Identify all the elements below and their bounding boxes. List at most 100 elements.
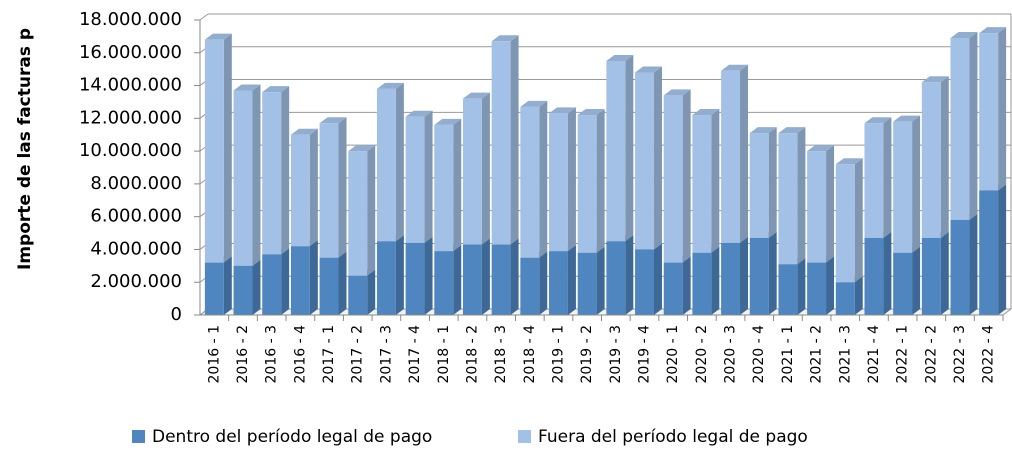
bar-top — [376, 82, 404, 89]
x-tick-label: 2020 - 3 — [723, 325, 739, 384]
bar — [692, 252, 712, 315]
bar — [319, 123, 339, 258]
x-tick-label: 2021 - 4 — [866, 325, 882, 384]
bar-top — [778, 127, 806, 134]
bar-side — [826, 145, 835, 263]
x-tick-label: 2018 - 1 — [436, 325, 452, 384]
bar — [491, 244, 511, 315]
bar — [348, 275, 368, 315]
bar — [979, 190, 999, 315]
bar-side — [625, 54, 634, 242]
bar-side — [854, 276, 863, 315]
bar — [921, 82, 941, 238]
x-tick-label: 2017 - 4 — [407, 325, 423, 384]
bar — [491, 41, 511, 245]
bar — [835, 282, 855, 315]
bar-side — [998, 184, 1007, 315]
bar-side — [682, 89, 691, 263]
bar — [204, 39, 224, 263]
bar-side — [912, 246, 921, 315]
x-tick-label: 2019 - 4 — [637, 325, 653, 384]
bar-side — [223, 256, 232, 315]
x-tick-label: 2016 - 1 — [206, 325, 222, 384]
bar-side — [539, 251, 548, 315]
legend-swatch — [132, 430, 145, 443]
bar-side — [711, 246, 720, 315]
bar — [749, 237, 769, 315]
bar-top — [233, 84, 261, 91]
bar-side — [797, 127, 806, 265]
bar — [921, 237, 941, 315]
bar-top — [491, 35, 519, 42]
bar-side — [883, 117, 892, 238]
bar — [721, 242, 741, 315]
bar — [606, 60, 626, 242]
bar-side — [481, 238, 490, 315]
bar — [376, 88, 396, 242]
bar-top — [319, 117, 347, 124]
bar — [405, 116, 425, 243]
x-tick-label: 2016 - 4 — [292, 325, 308, 384]
bar-side — [768, 231, 777, 315]
bar — [520, 257, 540, 315]
x-tick-label: 2019 - 1 — [550, 325, 566, 384]
bar-side — [395, 235, 404, 315]
bar — [864, 237, 884, 315]
bar-side — [453, 245, 462, 315]
y-tick-label: 12.000.000 — [79, 107, 182, 128]
x-tick-label: 2016 - 3 — [264, 325, 280, 384]
x-tick-label: 2021 - 2 — [809, 325, 825, 384]
bar — [462, 244, 482, 315]
bar — [348, 151, 368, 276]
bar-top — [405, 110, 433, 117]
bar-top — [549, 107, 576, 114]
legend-swatch — [518, 430, 531, 443]
bar — [290, 134, 310, 247]
bar-top — [577, 109, 605, 116]
x-tick-label: 2020 - 1 — [665, 325, 681, 384]
x-tick-label: 2017 - 3 — [378, 325, 394, 384]
x-tick-label: 2022 - 1 — [895, 325, 911, 384]
y-tick-label: 6.000.000 — [90, 206, 182, 227]
bar-top — [262, 86, 290, 93]
x-tick-label: 2022 - 2 — [923, 325, 939, 384]
x-tick-label: 2019 - 3 — [608, 325, 624, 384]
bar-side — [883, 231, 892, 315]
x-tick-label: 2018 - 3 — [493, 325, 509, 384]
bar-side — [481, 92, 490, 245]
bar-side — [596, 246, 605, 315]
bar-top — [348, 145, 376, 152]
x-tick-label: 2020 - 2 — [694, 325, 710, 384]
bar — [434, 251, 454, 315]
bar — [721, 70, 741, 243]
bar-side — [740, 236, 749, 315]
bar-side — [768, 127, 777, 238]
bar-side — [338, 117, 347, 258]
bar-side — [711, 109, 720, 253]
bar-side — [510, 35, 519, 245]
bar-top — [635, 66, 662, 73]
bar — [204, 262, 224, 315]
bar — [950, 219, 970, 315]
bar-side — [281, 86, 290, 255]
bar-side — [940, 231, 949, 315]
bar-side — [940, 76, 949, 238]
bar — [262, 254, 282, 315]
bar-top — [749, 127, 777, 134]
bar — [290, 246, 310, 315]
bar-side — [424, 236, 433, 315]
bar — [835, 164, 855, 283]
bar-side — [653, 66, 662, 250]
bar — [577, 252, 597, 315]
bar-top — [893, 115, 921, 122]
x-tick-label: 2018 - 4 — [522, 325, 538, 384]
legend-label: Dentro del período legal de pago — [152, 427, 432, 447]
bar-side — [367, 269, 376, 315]
bar — [606, 241, 626, 315]
y-tick-label: 18.000.000 — [79, 9, 182, 30]
bar-top — [979, 27, 1007, 34]
bar-side — [797, 258, 806, 315]
bar — [663, 95, 683, 263]
bar — [434, 124, 454, 252]
